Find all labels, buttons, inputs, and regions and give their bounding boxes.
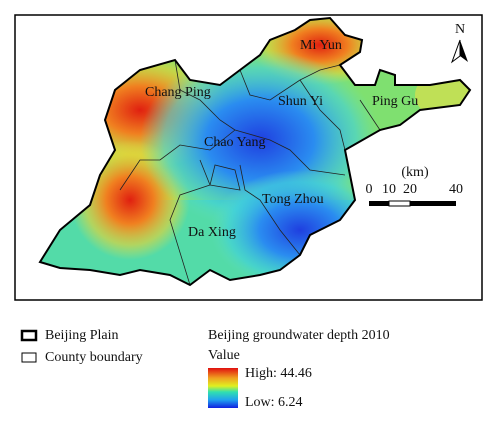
low-label: Low: 6.24 [245,395,303,410]
district-label: Mi Yun [300,38,342,53]
district-label: Da Xing [188,225,236,240]
county-boundaries [119,59,381,286]
legend-subtitle: Value [208,348,240,363]
plain-symbol [20,329,38,342]
legend-label: Beijing Plain [45,328,119,343]
color-ramp [208,368,238,408]
district-label: Ping Gu [372,94,418,109]
district-label: Chang Ping [145,85,211,100]
scale-tick: 10 [382,182,396,197]
map-frame [14,14,483,301]
district-label: Tong Zhou [262,192,324,207]
county-symbol [21,352,37,363]
scale-tick: 0 [366,182,373,197]
north-label: N [455,22,465,37]
scale-tick: 40 [449,182,463,197]
north-arrow: N [450,22,468,64]
district-label: Chao Yang [204,135,265,150]
district-label: Shun Yi [278,94,323,109]
scale-bar: (km) 0 10 20 40 [366,165,463,207]
legend-label: County boundary [45,350,143,365]
legend-title: Beijing groundwater depth 2010 [208,328,390,343]
scale-tick: 20 [403,182,417,197]
scale-unit: (km) [401,165,429,180]
legend: Beijing Plain County boundary Beijing gr… [20,328,390,410]
high-label: High: 44.46 [245,366,312,381]
